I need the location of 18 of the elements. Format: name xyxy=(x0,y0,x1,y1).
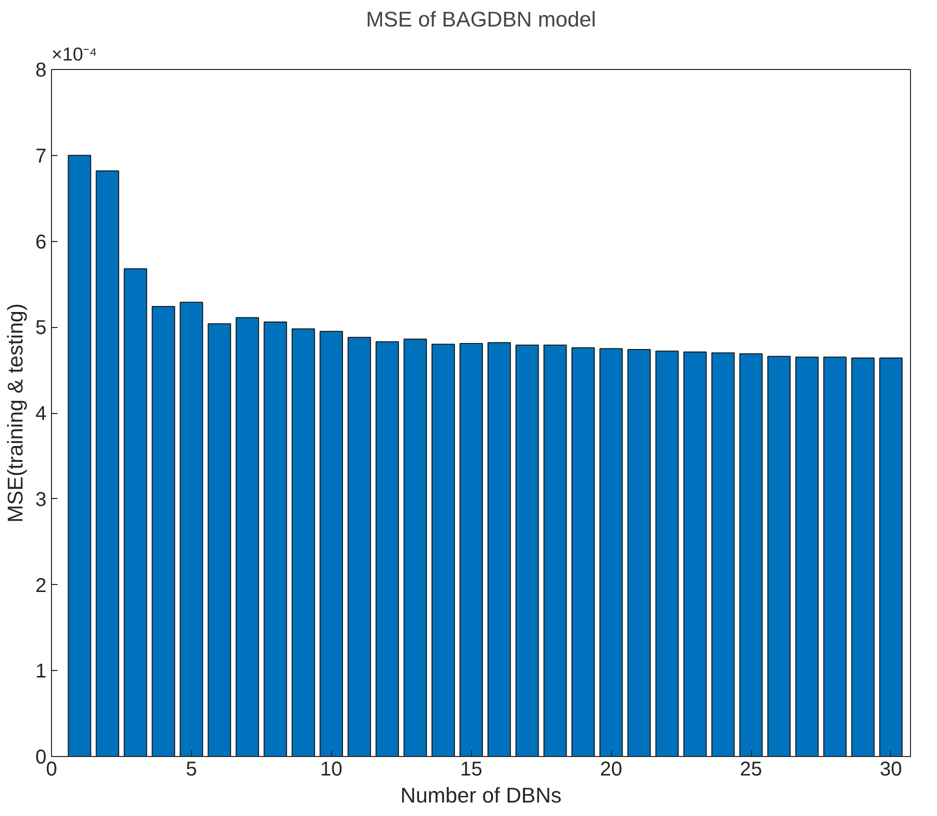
y-tick-label: 1 xyxy=(35,660,46,683)
y-tick-label: 4 xyxy=(35,403,46,425)
y-tick-label: 2 xyxy=(35,574,46,597)
x-axis-title: Number of DBNs xyxy=(400,784,562,808)
y-axis-title: MSE(training & testing) xyxy=(3,303,28,523)
x-tick-label: 30 xyxy=(880,758,902,780)
x-tick-label: 25 xyxy=(740,758,762,780)
y-tick-label: 7 xyxy=(35,145,46,168)
y-tick-label: 8 xyxy=(35,60,46,82)
x-tick-label: 5 xyxy=(186,758,197,780)
chart-title: MSE of BAGDBN model xyxy=(366,8,596,32)
x-tick-label: 10 xyxy=(320,758,342,780)
y-tick-label: 6 xyxy=(35,231,46,254)
y-tick-label: 3 xyxy=(35,488,46,511)
x-tick-label: 20 xyxy=(600,758,622,780)
y-tick-label: 5 xyxy=(35,317,46,340)
x-tick-label: 15 xyxy=(460,758,482,780)
text: ×10⁻⁴ xyxy=(52,44,98,64)
